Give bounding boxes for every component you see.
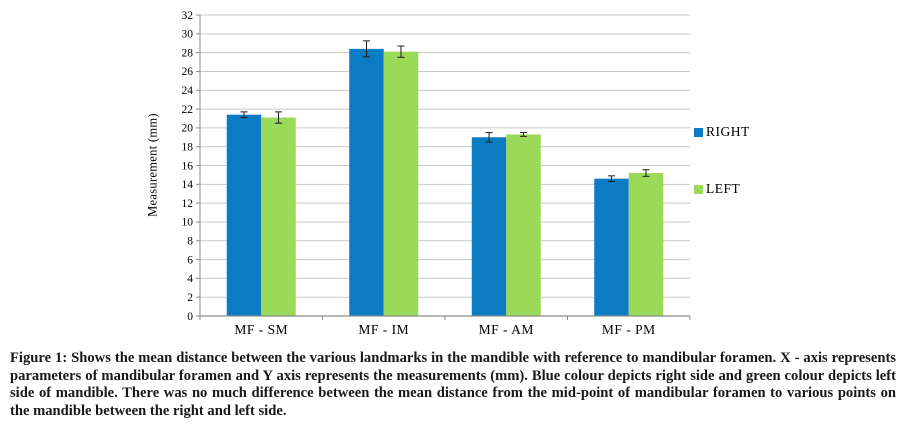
legend-item-left: LEFT xyxy=(694,181,750,197)
x-category-label: MF - SM xyxy=(234,322,288,337)
y-tick-label: 10 xyxy=(182,217,194,229)
bar-right-mf-pm xyxy=(594,178,629,316)
figure-caption-label: Figure 1: xyxy=(10,350,68,366)
right-series-swatch xyxy=(694,127,703,137)
bar-left-mf-im xyxy=(383,51,419,316)
y-tick-label: 28 xyxy=(182,47,194,59)
y-tick-label: 30 xyxy=(182,29,194,41)
bar-left-mf-sm xyxy=(261,117,296,316)
y-tick-label: 4 xyxy=(187,273,193,285)
y-tick-label: 24 xyxy=(182,85,194,97)
y-tick-label: 12 xyxy=(182,198,194,210)
chart-legend: RIGHT LEFT xyxy=(694,124,750,197)
y-tick-label: 14 xyxy=(182,179,194,191)
y-tick-label: 22 xyxy=(182,104,194,116)
bar-right-mf-im xyxy=(349,48,384,317)
figure-caption: Figure 1: Shows the mean distance betwee… xyxy=(10,350,896,420)
y-axis-title: Measurement (mm) xyxy=(145,113,160,217)
y-tick-label: 16 xyxy=(182,160,194,172)
bar-left-mf-am xyxy=(506,134,541,316)
y-tick-label: 6 xyxy=(187,254,193,266)
y-tick-label: 18 xyxy=(182,141,194,153)
left-series-swatch xyxy=(694,184,703,194)
bar-right-mf-am xyxy=(471,137,507,316)
legend-label-right: RIGHT xyxy=(706,124,750,139)
legend-label-left: LEFT xyxy=(706,181,741,196)
x-category-label: MF - AM xyxy=(479,322,534,337)
x-category-label: MF - IM xyxy=(358,322,409,337)
bar-right-mf-sm xyxy=(226,114,262,316)
x-category-label: MF - PM xyxy=(602,322,656,337)
y-tick-label: 2 xyxy=(187,292,193,304)
figure-caption-text: Shows the mean distance between the vari… xyxy=(10,350,896,419)
y-tick-label: 26 xyxy=(182,66,194,78)
y-tick-label: 32 xyxy=(182,10,194,22)
bar-left-mf-pm xyxy=(628,173,664,316)
bar-chart: 0 2 4 6 8 10 12 14 16 18 20 22 24 26 28 30 32 MF - SM MF -… xyxy=(145,10,750,337)
y-tick-label: 20 xyxy=(182,123,194,135)
y-tick-label: 8 xyxy=(187,236,193,248)
y-tick-label: 0 xyxy=(187,311,193,323)
legend-item-right: RIGHT xyxy=(694,124,750,140)
